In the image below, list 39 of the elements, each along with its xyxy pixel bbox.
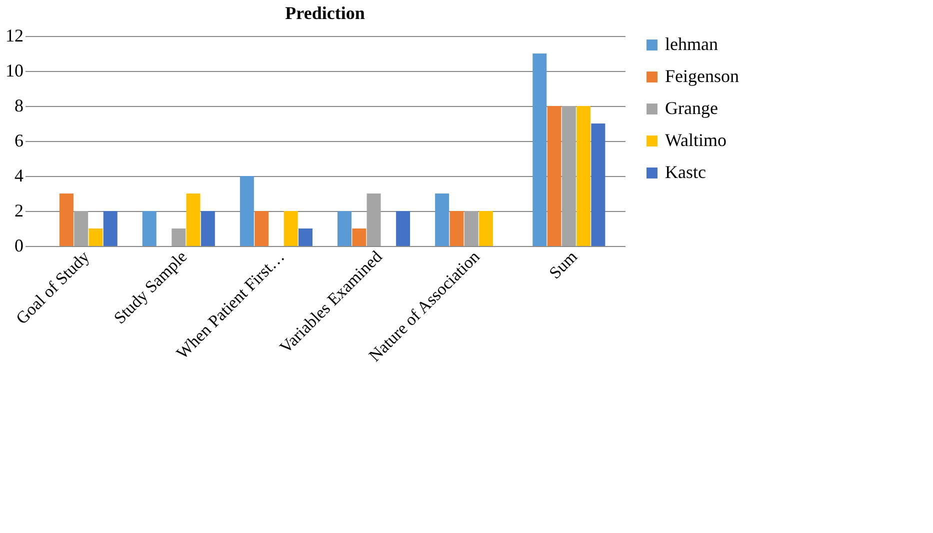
- bar: [200, 211, 215, 246]
- y-tick-label: 4: [14, 166, 24, 186]
- bar: [396, 211, 410, 246]
- bar: [88, 228, 103, 246]
- bar: [435, 194, 450, 246]
- bar: [532, 54, 547, 246]
- bar: [284, 211, 298, 246]
- legend-label: lehman: [665, 34, 718, 54]
- bar: [366, 194, 381, 246]
- bar: [142, 211, 156, 246]
- bar: [186, 194, 200, 246]
- bar: [352, 228, 366, 246]
- bar: [240, 176, 254, 246]
- bar: [464, 211, 478, 246]
- legend-label: Waltimo: [665, 130, 727, 150]
- bar: [172, 228, 186, 246]
- bar: [562, 106, 576, 246]
- bar: [254, 211, 269, 246]
- bar: [74, 211, 88, 246]
- chart-title: Prediction: [285, 3, 365, 23]
- bar: [576, 106, 591, 246]
- y-tick-label: 6: [14, 130, 24, 150]
- bar: [103, 211, 118, 246]
- legend-label: Feigenson: [665, 66, 739, 86]
- y-tick-label: 0: [14, 236, 24, 256]
- bar: [298, 228, 312, 246]
- bar: [478, 211, 493, 246]
- legend-label: Kastc: [665, 162, 706, 182]
- bar: [450, 211, 464, 246]
- legend-label: Grange: [665, 98, 718, 118]
- bar: [59, 194, 74, 246]
- y-tick-label: 2: [14, 200, 24, 220]
- bar: [338, 211, 352, 246]
- bar: [547, 106, 562, 246]
- bar: [591, 124, 606, 246]
- y-tick-label: 10: [6, 60, 24, 80]
- x-tick-label: Sum: [545, 247, 581, 283]
- y-tick-label: 12: [6, 26, 24, 46]
- y-tick-label: 8: [14, 96, 24, 116]
